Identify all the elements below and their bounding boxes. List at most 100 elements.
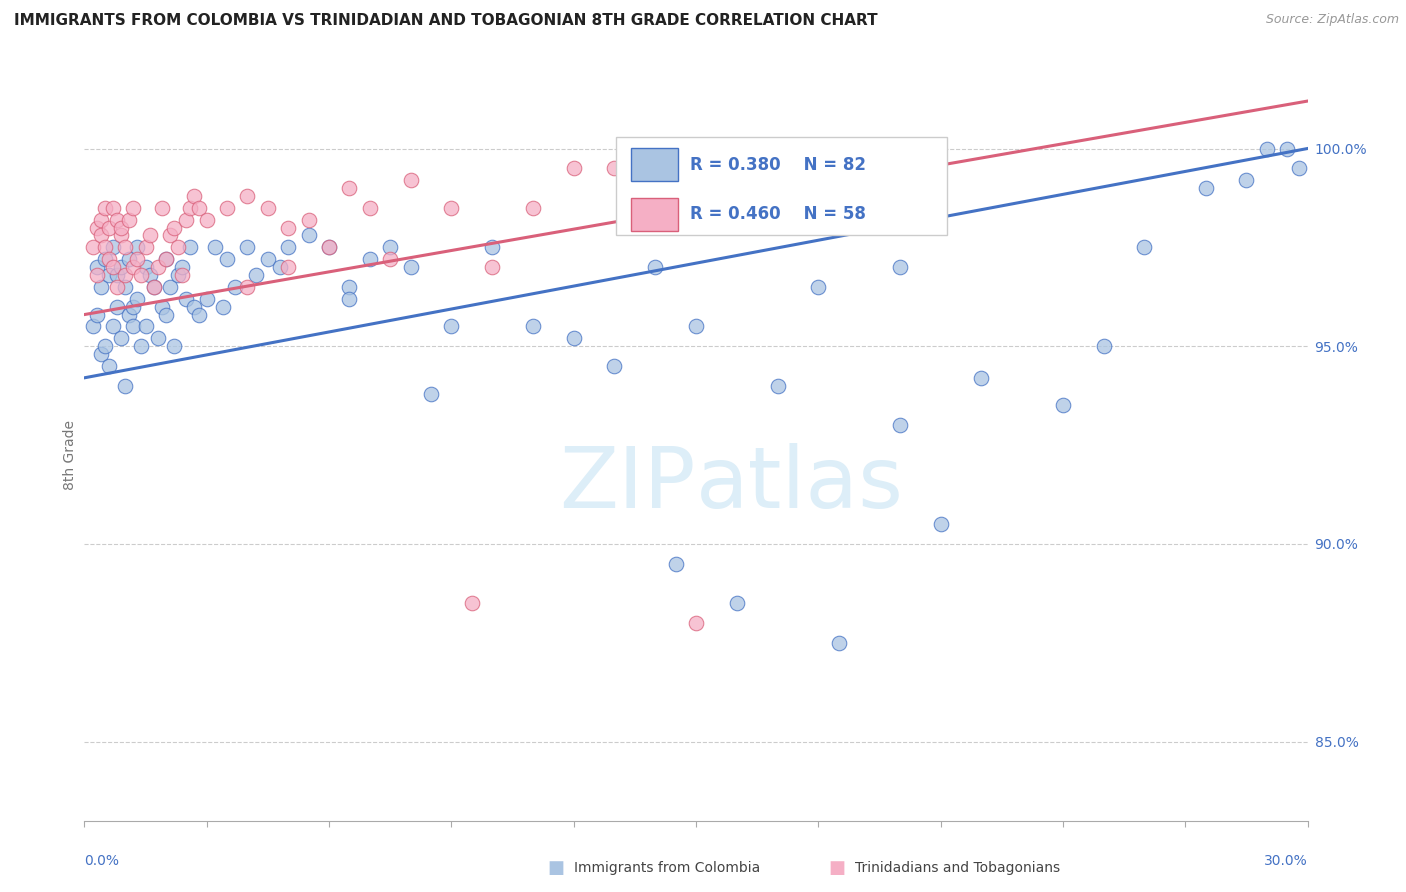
Point — [195, 212, 218, 227]
Point — [725, 161, 748, 176]
Point — [359, 201, 381, 215]
Point — [725, 596, 748, 610]
Point — [150, 300, 173, 314]
Point — [440, 319, 463, 334]
Point — [82, 240, 104, 254]
Point — [236, 189, 259, 203]
Point — [399, 173, 422, 187]
Point — [127, 292, 149, 306]
Point — [187, 201, 209, 215]
Point — [163, 220, 186, 235]
Point — [122, 201, 145, 215]
Text: Trinidadians and Tobagonians: Trinidadians and Tobagonians — [855, 861, 1060, 875]
Point — [562, 331, 585, 345]
Point — [224, 280, 246, 294]
Point — [522, 201, 544, 215]
Point — [93, 201, 117, 215]
Point — [90, 228, 112, 243]
Text: R = 0.380    N = 82: R = 0.380 N = 82 — [690, 155, 866, 174]
Point — [86, 260, 108, 274]
Point — [159, 280, 181, 294]
Point — [339, 292, 361, 306]
FancyBboxPatch shape — [631, 148, 678, 181]
Point — [93, 240, 117, 254]
Point — [603, 161, 626, 176]
Text: atlas: atlas — [696, 442, 904, 525]
Point — [172, 260, 194, 274]
Point — [685, 319, 707, 334]
Point — [131, 268, 153, 282]
Point — [138, 228, 160, 243]
Point — [101, 260, 124, 274]
Point — [172, 268, 194, 282]
Point — [889, 260, 911, 274]
Point — [245, 268, 267, 282]
Point — [159, 228, 181, 243]
Point — [163, 339, 186, 353]
Point — [339, 280, 361, 294]
Point — [359, 252, 381, 267]
Point — [82, 319, 104, 334]
Point — [135, 260, 157, 274]
Point — [380, 252, 402, 267]
Point — [1288, 161, 1310, 176]
Point — [142, 280, 165, 294]
Point — [562, 161, 585, 176]
Y-axis label: 8th Grade: 8th Grade — [63, 420, 77, 490]
Point — [257, 201, 280, 215]
Point — [114, 280, 136, 294]
Point — [174, 292, 197, 306]
Point — [644, 260, 666, 274]
Point — [118, 212, 141, 227]
Point — [86, 220, 108, 235]
Point — [236, 280, 259, 294]
Point — [187, 308, 209, 322]
Text: R = 0.460    N = 58: R = 0.460 N = 58 — [690, 205, 866, 223]
Point — [86, 308, 108, 322]
Point — [90, 280, 112, 294]
Point — [155, 308, 177, 322]
Point — [127, 252, 149, 267]
Point — [101, 201, 124, 215]
Point — [183, 300, 205, 314]
Point — [122, 260, 145, 274]
Point — [101, 319, 124, 334]
Point — [1052, 399, 1074, 413]
Point — [167, 268, 190, 282]
Text: Source: ZipAtlas.com: Source: ZipAtlas.com — [1265, 13, 1399, 27]
Point — [929, 517, 952, 532]
Point — [1256, 141, 1278, 155]
Point — [461, 596, 484, 610]
Point — [380, 240, 402, 254]
Point — [277, 240, 299, 254]
Point — [142, 280, 165, 294]
Point — [105, 212, 128, 227]
Point — [118, 252, 141, 267]
Point — [665, 557, 688, 571]
Point — [204, 240, 226, 254]
FancyBboxPatch shape — [631, 198, 678, 231]
Point — [97, 252, 120, 267]
Point — [135, 240, 157, 254]
Point — [420, 386, 443, 401]
Point — [828, 636, 851, 650]
Point — [105, 268, 128, 282]
Point — [481, 240, 503, 254]
Point — [146, 260, 169, 274]
Point — [644, 181, 666, 195]
Point — [277, 220, 299, 235]
Point — [269, 260, 291, 274]
Point — [440, 201, 463, 215]
Point — [195, 292, 218, 306]
Point — [131, 339, 153, 353]
FancyBboxPatch shape — [616, 136, 946, 235]
Point — [86, 268, 108, 282]
Point — [277, 260, 299, 274]
Point — [399, 260, 422, 274]
Text: Immigrants from Colombia: Immigrants from Colombia — [574, 861, 759, 875]
Point — [603, 359, 626, 373]
Point — [970, 371, 993, 385]
Point — [101, 240, 124, 254]
Point — [105, 280, 128, 294]
Point — [114, 378, 136, 392]
